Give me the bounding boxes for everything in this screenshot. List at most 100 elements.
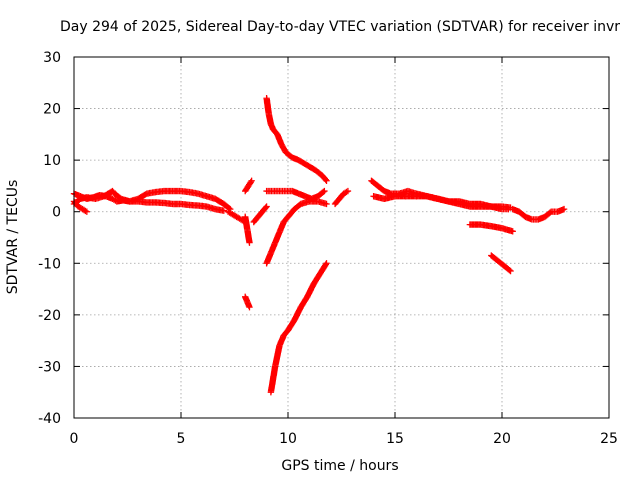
y-tick-label: -10 xyxy=(38,256,61,272)
data-point xyxy=(246,303,253,311)
data-point xyxy=(507,267,514,275)
y-tick-label: 10 xyxy=(43,153,61,169)
data-point-trace xyxy=(76,204,85,212)
data-point xyxy=(323,200,330,208)
series-arc-9 xyxy=(263,95,330,184)
data-point-trace xyxy=(110,196,119,204)
y-tick-label: 0 xyxy=(52,205,61,221)
data-point xyxy=(83,208,91,215)
data-point-trace xyxy=(313,168,325,178)
plot-frame xyxy=(73,56,610,419)
x-tick-label: 20 xyxy=(493,431,511,447)
data-point-trace xyxy=(489,253,500,263)
data-point-trace xyxy=(221,201,233,212)
y-tick-label: 30 xyxy=(43,50,61,66)
data-point xyxy=(560,205,568,213)
data-point-trace xyxy=(495,258,507,269)
data-point-trace xyxy=(502,263,513,274)
data-point-trace xyxy=(239,217,247,225)
data-point-trace xyxy=(332,196,342,207)
data-point-trace xyxy=(246,178,254,188)
x-tick-label: 0 xyxy=(70,431,79,447)
data-point xyxy=(246,239,253,246)
data-point-trace xyxy=(283,150,295,160)
data-point-trace xyxy=(285,207,297,219)
data-point-trace xyxy=(337,191,346,201)
x-tick-label: 15 xyxy=(386,431,404,447)
data-point-trace xyxy=(517,209,528,220)
data-point-trace xyxy=(230,212,239,220)
series-arc-10 xyxy=(263,187,328,203)
y-tick-label: 20 xyxy=(43,102,61,118)
series-arc-12 xyxy=(267,260,330,396)
data-point-trace xyxy=(71,199,81,209)
data-point xyxy=(344,187,352,195)
x-tick-label: 5 xyxy=(177,431,186,447)
data-point xyxy=(323,177,330,184)
data-point-trace xyxy=(80,206,89,215)
series-arc-18 xyxy=(509,205,568,223)
series-arc-11 xyxy=(263,198,330,267)
data-point-trace xyxy=(304,281,317,299)
series-arc-2 xyxy=(70,187,234,213)
data-points xyxy=(70,95,568,396)
series-arc-5 xyxy=(242,213,253,246)
data-point-trace xyxy=(296,157,310,168)
data-point-trace xyxy=(317,261,329,276)
series-arc-13 xyxy=(331,187,352,208)
y-tick-label: -20 xyxy=(38,308,61,324)
data-point-trace xyxy=(279,142,289,155)
data-point-trace xyxy=(542,209,554,220)
series-arc-6 xyxy=(242,293,253,311)
data-point-trace xyxy=(234,214,243,222)
data-point-trace xyxy=(136,191,149,202)
series-arc-17 xyxy=(488,252,514,275)
data-point xyxy=(509,228,516,235)
data-point-trace xyxy=(285,318,297,333)
data-point-trace xyxy=(281,214,291,225)
data-point xyxy=(220,207,227,214)
data-point-trace xyxy=(319,173,329,183)
data-point-trace xyxy=(268,122,276,132)
y-tick-label: -30 xyxy=(38,359,61,375)
data-point-trace xyxy=(255,209,265,219)
data-point-trace xyxy=(267,364,279,395)
series-arc-7 xyxy=(242,177,255,195)
data-point-trace xyxy=(315,188,327,199)
data-point xyxy=(263,203,270,210)
data-point-trace xyxy=(213,196,226,207)
data-point-trace xyxy=(242,184,251,193)
data-point-trace xyxy=(260,204,269,214)
grid-lines xyxy=(74,57,609,418)
data-point-trace xyxy=(292,201,303,212)
data-point-trace xyxy=(244,300,253,309)
x-axis-label: GPS time / hours xyxy=(281,458,398,474)
y-tick-label: -40 xyxy=(38,411,61,427)
data-point-trace xyxy=(291,305,304,322)
series-arc-16 xyxy=(466,221,516,235)
series-arc-8 xyxy=(250,203,270,226)
data-point-trace xyxy=(281,328,291,338)
data-point-trace xyxy=(305,162,318,173)
data-point xyxy=(248,177,255,184)
data-point-trace xyxy=(265,187,275,195)
data-point-trace xyxy=(226,209,235,217)
data-point-trace xyxy=(277,187,288,195)
data-point-trace xyxy=(270,127,280,137)
data-point-trace xyxy=(549,208,560,215)
data-point-trace xyxy=(311,271,323,286)
data-point-trace xyxy=(369,178,380,189)
series-arc-15 xyxy=(370,193,514,211)
data-point xyxy=(321,187,328,195)
data-point-trace xyxy=(341,188,350,196)
data-point-trace xyxy=(112,191,124,202)
chart-title: Day 294 of 2025, Sidereal Day-to-day VTE… xyxy=(60,19,620,35)
y-axis-label: SDTVAR / TECUs xyxy=(5,180,21,295)
data-point-trace xyxy=(271,187,281,195)
data-point-trace xyxy=(242,294,250,304)
data-point-trace xyxy=(251,214,261,225)
data-point-trace xyxy=(298,294,310,310)
x-tick-label: 25 xyxy=(600,431,618,447)
